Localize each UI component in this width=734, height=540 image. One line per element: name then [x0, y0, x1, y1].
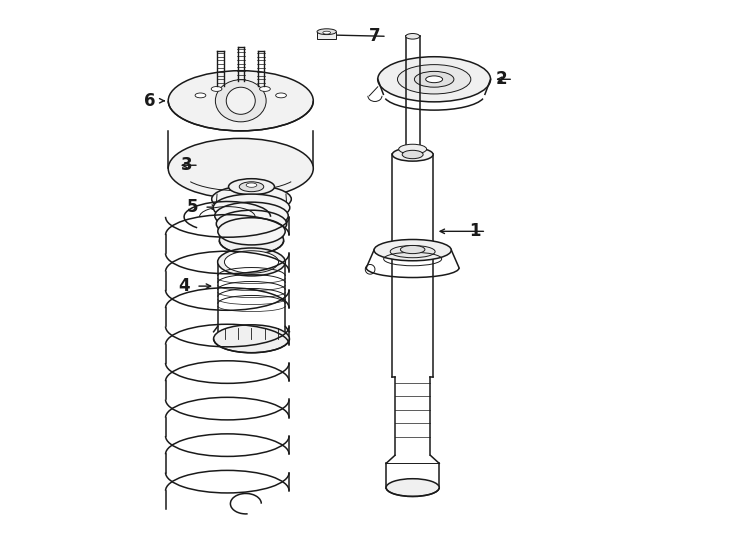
- Ellipse shape: [226, 87, 255, 114]
- Ellipse shape: [390, 246, 435, 258]
- Ellipse shape: [215, 80, 266, 122]
- Ellipse shape: [213, 194, 290, 221]
- Ellipse shape: [398, 65, 470, 94]
- Ellipse shape: [323, 31, 330, 34]
- Ellipse shape: [211, 186, 291, 213]
- Text: 7: 7: [369, 28, 381, 45]
- Polygon shape: [317, 32, 336, 39]
- Ellipse shape: [239, 182, 264, 192]
- Ellipse shape: [392, 148, 433, 161]
- Ellipse shape: [401, 246, 425, 254]
- Ellipse shape: [218, 218, 286, 245]
- Ellipse shape: [215, 202, 288, 230]
- Ellipse shape: [260, 86, 270, 91]
- Ellipse shape: [374, 239, 451, 261]
- Ellipse shape: [195, 93, 206, 98]
- Ellipse shape: [399, 144, 426, 154]
- Ellipse shape: [246, 183, 257, 187]
- Ellipse shape: [214, 325, 289, 353]
- Ellipse shape: [225, 251, 279, 273]
- Text: 2: 2: [495, 70, 507, 88]
- Ellipse shape: [217, 210, 287, 238]
- Text: 4: 4: [178, 277, 190, 295]
- Text: 6: 6: [144, 92, 155, 110]
- Ellipse shape: [218, 248, 286, 276]
- Ellipse shape: [168, 138, 313, 199]
- Ellipse shape: [276, 93, 286, 98]
- Ellipse shape: [415, 71, 454, 87]
- Ellipse shape: [317, 29, 336, 35]
- Ellipse shape: [168, 71, 313, 131]
- Ellipse shape: [386, 479, 439, 496]
- Ellipse shape: [219, 227, 283, 254]
- Ellipse shape: [378, 57, 490, 102]
- Ellipse shape: [402, 150, 423, 159]
- Text: 3: 3: [181, 156, 193, 174]
- Ellipse shape: [426, 76, 443, 83]
- Text: 5: 5: [186, 198, 198, 216]
- Text: 1: 1: [469, 222, 480, 240]
- Ellipse shape: [211, 86, 222, 91]
- Ellipse shape: [228, 179, 275, 195]
- Ellipse shape: [406, 33, 420, 39]
